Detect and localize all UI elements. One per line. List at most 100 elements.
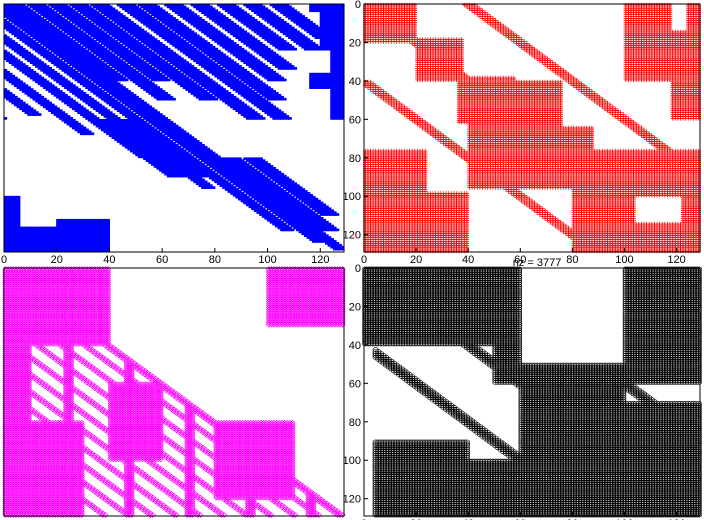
nonzero-mark [32, 24, 37, 28]
nonzero-mark [325, 34, 329, 38]
nonzero-mark [259, 47, 263, 51]
nonzero-mark [90, 32, 95, 36]
nonzero-mark [93, 30, 97, 34]
nonzero-mark [124, 26, 129, 30]
nonzero-mark [216, 34, 221, 38]
nonzero-mark [158, 34, 163, 38]
nonzero-mark [198, 42, 203, 45]
nonzero-mark [137, 32, 142, 36]
nonzero-mark [169, 22, 174, 26]
nonzero-mark [82, 9, 87, 13]
nonzero-mark [290, 9, 295, 13]
nonzero-mark [29, 34, 34, 38]
nonzero-mark [106, 34, 110, 38]
nonzero-mark [82, 11, 87, 14]
nonzero-mark [153, 47, 158, 51]
nonzero-mark [203, 13, 208, 16]
nonzero-mark [240, 47, 245, 51]
nonzero-mark [319, 28, 324, 32]
nonzero-mark [82, 22, 87, 26]
nonzero-mark [108, 32, 113, 36]
nonzero-mark [330, 38, 334, 41]
nonzero-mark [240, 34, 245, 38]
nonzero-mark [172, 26, 176, 30]
nonzero-mark [256, 28, 261, 32]
nonzero-mark [311, 26, 316, 30]
nonzero-mark [116, 19, 121, 22]
nonzero-mark [137, 13, 142, 16]
nonzero-mark [190, 20, 195, 24]
nonzero-mark [119, 30, 124, 34]
nonzero-mark [224, 43, 229, 47]
nonzero-mark [216, 36, 221, 39]
nonzero-mark [327, 30, 332, 34]
nonzero-mark [319, 19, 324, 22]
nonzero-mark [24, 26, 29, 30]
nonzero-mark [53, 42, 58, 45]
nonzero-mark [137, 19, 142, 22]
nonzero-mark [274, 22, 279, 26]
nonzero-mark [108, 28, 113, 32]
nonzero-mark [327, 38, 332, 41]
nonzero-mark [85, 43, 89, 47]
nonzero-mark [319, 34, 324, 38]
nonzero-mark [100, 22, 105, 26]
nonzero-mark [19, 26, 23, 30]
nonzero-mark [322, 9, 327, 13]
nonzero-mark [103, 7, 108, 11]
nonzero-mark [180, 32, 184, 36]
nonzero-mark [8, 45, 13, 49]
nonzero-mark [58, 36, 63, 39]
nonzero-mark [203, 22, 208, 26]
nonzero-mark [335, 34, 340, 38]
nonzero-mark [182, 32, 187, 36]
nonzero-mark [132, 13, 137, 16]
nonzero-mark [272, 5, 276, 9]
nonzero-mark [106, 13, 110, 16]
nonzero-mark [124, 19, 129, 22]
nonzero-mark [293, 19, 298, 22]
nonzero-mark [119, 28, 124, 32]
nonzero-mark [37, 9, 42, 13]
nonzero-mark [58, 20, 63, 24]
nonzero-mark [116, 36, 121, 39]
nonzero-mark [172, 17, 176, 20]
nonzero-mark [79, 9, 84, 13]
nonzero-mark [111, 32, 116, 36]
nonzero-mark [24, 22, 29, 26]
nonzero-mark [148, 9, 153, 13]
nonzero-mark [37, 30, 42, 34]
nonzero-mark [103, 9, 108, 13]
nonzero-mark [48, 42, 52, 45]
nonzero-mark [277, 40, 282, 43]
nonzero-mark [174, 7, 179, 11]
nonzero-mark [335, 26, 340, 30]
nonzero-mark [274, 26, 279, 30]
nonzero-mark [158, 43, 163, 47]
nonzero-mark [340, 7, 345, 11]
nonzero-mark [280, 40, 284, 43]
nonzero-mark [35, 15, 39, 18]
nonzero-mark [108, 43, 113, 47]
nonzero-mark [259, 32, 263, 36]
nonzero-mark [29, 30, 34, 34]
nonzero-mark [151, 13, 155, 16]
nonzero-mark [48, 30, 52, 34]
nonzero-mark [280, 47, 284, 51]
nonzero-mark [95, 17, 100, 20]
nonzero-mark [243, 22, 248, 26]
nonzero-mark [248, 20, 253, 24]
nonzero-mark [116, 15, 121, 18]
nonzero-mark [119, 38, 124, 41]
nonzero-mark [119, 3, 124, 7]
nonzero-mark [61, 36, 66, 39]
nonzero-mark [248, 40, 253, 43]
nonzero-mark [122, 42, 126, 45]
nonzero-mark [206, 32, 211, 36]
nonzero-mark [158, 32, 163, 36]
nonzero-mark [137, 38, 142, 41]
nonzero-mark [35, 34, 39, 38]
nonzero-mark [148, 42, 153, 45]
nonzero-mark [303, 22, 308, 26]
nonzero-mark [172, 20, 176, 24]
